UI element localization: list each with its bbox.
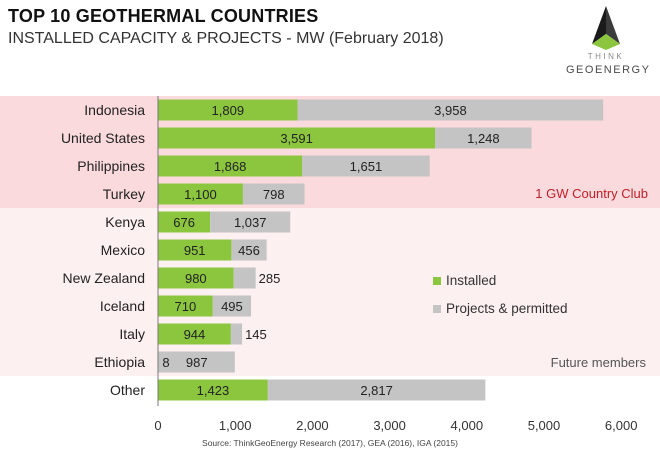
x-tick-label-2000: 2,000 — [296, 418, 329, 433]
category-label-united-states: United States — [61, 130, 145, 146]
band-future-members — [0, 208, 660, 376]
data-label-projects-mexico: 456 — [238, 243, 260, 258]
bar-installed-united-states — [158, 127, 436, 149]
bar-installed-philippines — [158, 155, 303, 177]
bar-installed-turkey — [158, 183, 243, 205]
category-label-other: Other — [110, 382, 145, 398]
data-label-projects-italy: 145 — [245, 327, 267, 342]
x-tick-label-3000: 3,000 — [373, 418, 406, 433]
category-label-kenya: Kenya — [105, 214, 145, 230]
data-label-installed-philippines: 1,868 — [214, 159, 247, 174]
category-label-philippines: Philippines — [77, 158, 145, 174]
bar-projects-italy — [230, 323, 243, 345]
logo-geoenergy-text: GEOENERGY — [566, 64, 651, 76]
x-tick-label-6000: 6,000 — [605, 418, 638, 433]
legend-label-projects-permitted: Projects & permitted — [446, 301, 568, 316]
category-label-turkey: Turkey — [103, 186, 145, 202]
data-label-projects-indonesia: 3,958 — [434, 103, 467, 118]
bar-projects-other — [267, 379, 486, 401]
band-label-future-members: Future members — [551, 355, 647, 370]
category-label-indonesia: Indonesia — [84, 102, 145, 118]
bar-installed-iceland — [158, 295, 213, 317]
bar-projects-ethiopia — [158, 351, 235, 373]
legend-label-installed: Installed — [446, 273, 496, 288]
source-note: Source: ThinkGeoEnergy Research (2017), … — [202, 438, 458, 448]
bar-projects-philippines — [302, 155, 430, 177]
legend-swatch-installed — [433, 277, 441, 285]
bar-installed-indonesia — [158, 99, 298, 121]
bar-installed-mexico — [158, 239, 232, 261]
data-label-installed-iceland: 710 — [175, 299, 197, 314]
chart-subtitle: INSTALLED CAPACITY & PROJECTS - MW (Febr… — [8, 30, 444, 47]
logo-mark-icon — [592, 6, 620, 50]
data-label-projects-kenya: 1,037 — [234, 215, 267, 230]
category-label-iceland: Iceland — [100, 298, 145, 314]
data-label-installed-mexico: 951 — [184, 243, 206, 258]
band-label-1-gw-country-club: 1 GW Country Club — [535, 186, 648, 201]
data-label-projects-philippines: 1,651 — [350, 159, 383, 174]
data-label-installed-kenya: 676 — [173, 215, 195, 230]
data-label-installed-turkey: 1,100 — [184, 187, 217, 202]
legend-swatch-projects-permitted — [433, 305, 441, 313]
data-label-projects-new-zealand: 285 — [259, 271, 281, 286]
x-tick-label-1000: 1,000 — [219, 418, 252, 433]
data-label-installed-united-states: 3,591 — [280, 131, 313, 146]
data-label-installed-other: 1,423 — [197, 383, 230, 398]
category-label-ethiopia: Ethiopia — [94, 354, 145, 370]
bar-installed-italy — [158, 323, 231, 345]
bar-projects-new-zealand — [233, 267, 256, 289]
x-tick-label-0: 0 — [154, 418, 161, 433]
bar-projects-iceland — [212, 295, 252, 317]
data-label-installed-ethiopia: 8 — [162, 355, 169, 370]
bar-projects-indonesia — [297, 99, 604, 121]
data-label-installed-italy: 944 — [184, 327, 206, 342]
data-label-installed-new-zealand: 980 — [185, 271, 207, 286]
bar-projects-united-states — [435, 127, 532, 149]
category-label-mexico: Mexico — [101, 242, 146, 258]
chart-title: TOP 10 GEOTHERMAL COUNTRIES — [8, 6, 319, 26]
category-label-italy: Italy — [119, 326, 145, 342]
data-label-projects-united-states: 1,248 — [467, 131, 500, 146]
category-label-new-zealand: New Zealand — [63, 270, 146, 286]
bar-projects-turkey — [242, 183, 305, 205]
bar-projects-kenya — [210, 211, 291, 233]
bar-installed-new-zealand — [158, 267, 234, 289]
bar-projects-mexico — [231, 239, 267, 261]
x-tick-label-4000: 4,000 — [451, 418, 484, 433]
thinkgeoenergy-logo: THINK GEOENERGY — [566, 4, 651, 84]
x-tick-label-5000: 5,000 — [528, 418, 561, 433]
data-label-projects-iceland: 495 — [221, 299, 243, 314]
bar-installed-kenya — [158, 211, 211, 233]
bar-installed-other — [158, 379, 268, 401]
data-label-projects-other: 2,817 — [360, 383, 393, 398]
data-label-installed-indonesia: 1,809 — [212, 103, 245, 118]
logo-think-text: THINK — [587, 52, 625, 61]
data-label-projects-turkey: 798 — [263, 187, 285, 202]
data-label-projects-ethiopia: 987 — [186, 355, 208, 370]
